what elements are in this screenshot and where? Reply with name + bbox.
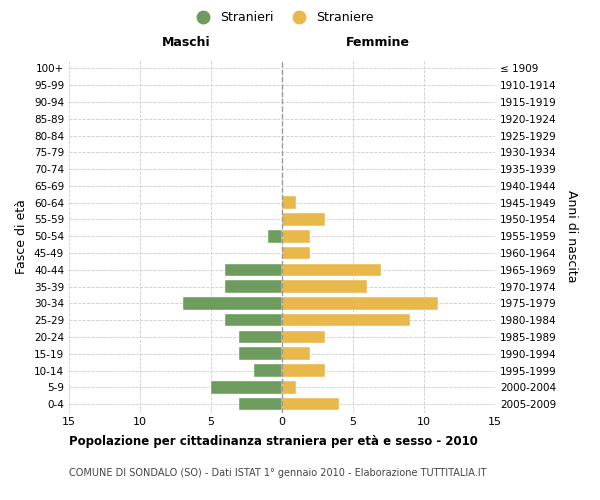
Bar [225,314,282,326]
Bar [282,348,310,360]
Bar [282,280,367,293]
Bar [282,246,310,260]
Bar [182,297,282,310]
Bar [239,330,282,344]
Bar [282,230,310,242]
Text: Popolazione per cittadinanza straniera per età e sesso - 2010: Popolazione per cittadinanza straniera p… [69,435,478,448]
Bar [282,264,382,276]
Bar [282,330,325,344]
Bar [282,398,339,410]
Text: Maschi: Maschi [162,36,211,50]
Bar [268,230,282,242]
Bar [211,381,282,394]
Bar [239,348,282,360]
Y-axis label: Fasce di età: Fasce di età [16,199,28,274]
Text: COMUNE DI SONDALO (SO) - Dati ISTAT 1° gennaio 2010 - Elaborazione TUTTITALIA.IT: COMUNE DI SONDALO (SO) - Dati ISTAT 1° g… [69,468,487,477]
Bar [254,364,282,377]
Bar [225,280,282,293]
Text: Femmine: Femmine [346,36,410,50]
Bar [239,398,282,410]
Bar [282,213,325,226]
Y-axis label: Anni di nascita: Anni di nascita [565,190,578,282]
Bar [282,196,296,209]
Bar [225,264,282,276]
Bar [282,314,410,326]
Bar [282,297,438,310]
Bar [282,381,296,394]
Legend: Stranieri, Straniere: Stranieri, Straniere [185,6,379,29]
Bar [282,364,325,377]
